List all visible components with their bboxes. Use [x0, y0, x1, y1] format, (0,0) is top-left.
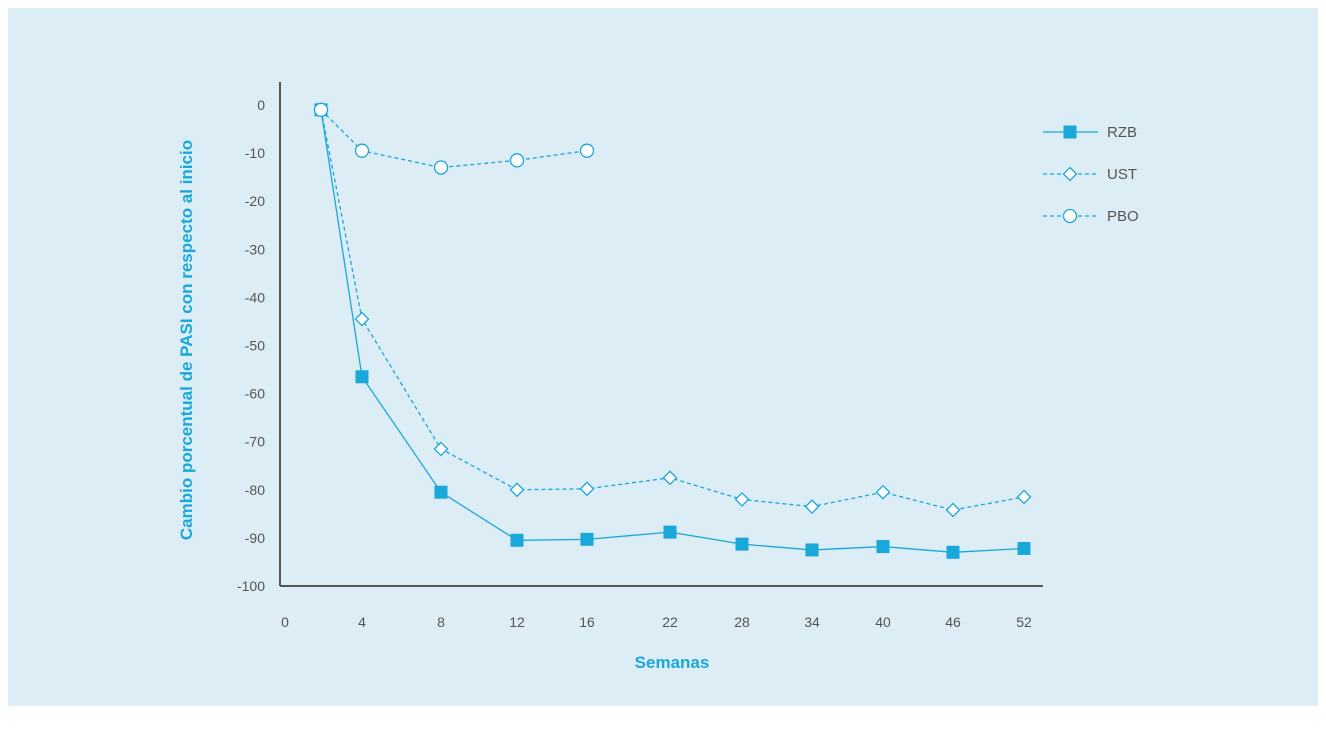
- legend-item-pbo: PBO: [1043, 208, 1139, 225]
- y-tick-label: -10: [245, 145, 265, 161]
- data-point: [313, 102, 329, 117]
- data-point: [875, 484, 891, 500]
- data-point: [510, 533, 524, 547]
- series-rzb: [314, 103, 1031, 559]
- y-tick-label: -100: [237, 578, 265, 594]
- data-point: [355, 370, 369, 384]
- data-point: [946, 545, 960, 559]
- x-tick-label: 12: [509, 614, 525, 630]
- data-point: [1016, 489, 1032, 505]
- y-tick-label: -30: [245, 241, 265, 257]
- data-point: [876, 540, 890, 554]
- legend-label: PBO: [1107, 208, 1139, 225]
- y-tick-label: -50: [245, 338, 265, 354]
- legend-item-rzb: RZB: [1043, 124, 1137, 141]
- x-tick-label: 4: [358, 614, 366, 630]
- y-tick-label: -40: [245, 289, 265, 305]
- data-point: [945, 502, 961, 518]
- x-tick-label: 46: [945, 614, 961, 630]
- data-point: [805, 543, 819, 557]
- data-point: [735, 537, 749, 551]
- data-point: [354, 311, 370, 327]
- data-point: [734, 492, 750, 507]
- series-pbo: [313, 102, 595, 175]
- x-axis-title: Semanas: [635, 653, 710, 672]
- y-tick-label: 0: [257, 97, 265, 113]
- series-line: [320, 109, 1025, 553]
- data-point: [434, 485, 448, 499]
- x-tick-label: 0: [281, 614, 289, 630]
- y-axis-title: Cambio porcentual de PASI con respecto a…: [177, 140, 196, 540]
- x-tick-label: 28: [734, 614, 750, 630]
- legend-marker: [1062, 208, 1078, 224]
- y-tick-label: -70: [245, 434, 265, 450]
- y-tick-label: -80: [245, 482, 265, 498]
- x-tick-label: 52: [1016, 614, 1032, 630]
- data-point: [354, 143, 370, 158]
- data-point: [1017, 541, 1031, 555]
- data-point: [509, 482, 525, 498]
- x-tick-labels: 0 4 8 12 16 22 28 34 40 46 52: [281, 614, 1032, 630]
- y-tick-labels: 0 -10 -20 -30 -40 -50 -60 -70 -80 -90 -100: [237, 97, 265, 594]
- x-tick-label: 8: [437, 614, 445, 630]
- data-point: [663, 525, 677, 539]
- series-layer: [313, 102, 1032, 559]
- data-point: [433, 160, 449, 175]
- y-tick-label: -90: [245, 530, 265, 546]
- x-tick-label: 16: [579, 614, 595, 630]
- x-tick-label: 40: [875, 614, 891, 630]
- axes: [279, 82, 1043, 587]
- legend-item-ust: UST: [1043, 166, 1137, 183]
- data-point: [804, 499, 820, 515]
- legend-marker: [1062, 166, 1078, 182]
- data-point: [580, 532, 594, 546]
- data-point: [433, 441, 449, 457]
- y-tick-label: -20: [245, 193, 265, 209]
- y-tick-label: -60: [245, 386, 265, 402]
- series-line: [320, 109, 1025, 511]
- data-point: [579, 143, 595, 158]
- legend: RZB UST PBO: [1043, 124, 1139, 225]
- series-ust: [313, 102, 1032, 518]
- data-point: [579, 481, 595, 497]
- x-tick-label: 22: [662, 614, 678, 630]
- series-line: [320, 109, 588, 169]
- data-point: [662, 470, 678, 486]
- data-point: [509, 153, 525, 168]
- x-tick-label: 34: [804, 614, 820, 630]
- chart-panel: [8, 8, 1318, 706]
- legend-label: UST: [1107, 166, 1137, 183]
- legend-label: RZB: [1107, 124, 1137, 141]
- legend-marker: [1063, 125, 1077, 139]
